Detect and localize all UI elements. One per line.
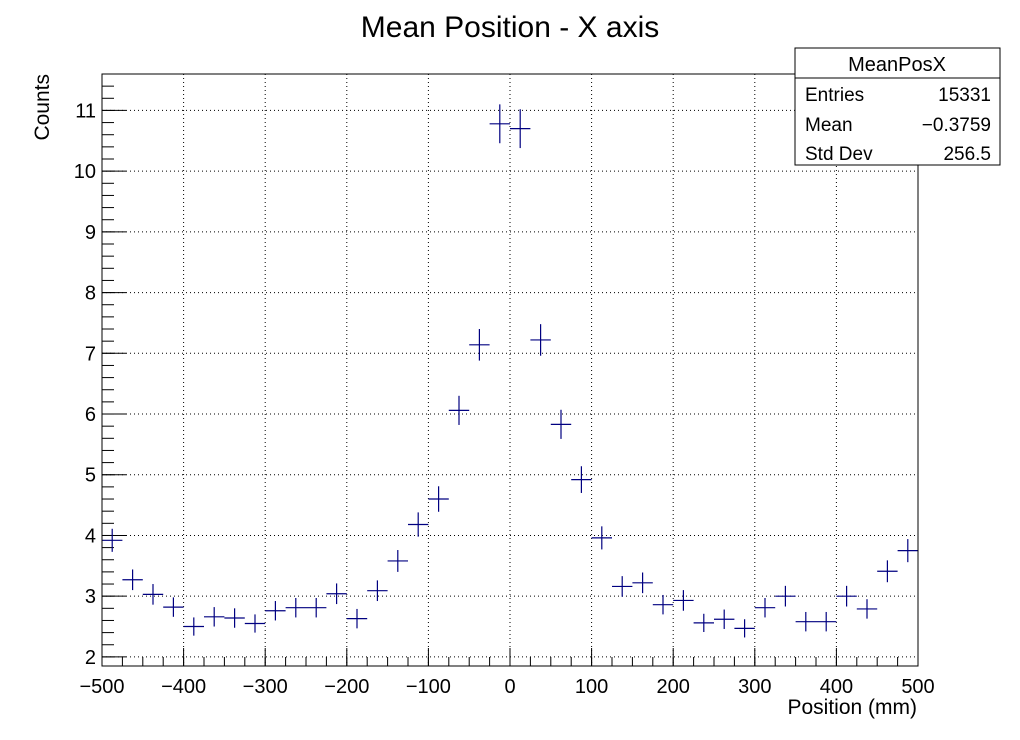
data-point — [897, 539, 918, 563]
y-tick-label: 4 — [85, 525, 96, 547]
data-point — [836, 585, 857, 607]
data-point — [367, 580, 388, 602]
data-point — [346, 608, 368, 629]
data-point — [285, 597, 306, 618]
stats-box-title: MeanPosX — [848, 54, 946, 76]
data-point — [448, 395, 470, 425]
x-tick-label: 400 — [820, 676, 853, 698]
data-point — [652, 594, 674, 615]
data-point — [428, 486, 449, 512]
data-point — [326, 583, 347, 605]
x-tick-labels: −500 −400 −300 −200 −100 0 100 200 300 400 500 — [79, 676, 934, 698]
y-tick-label: 3 — [85, 586, 96, 608]
data-point — [877, 560, 898, 583]
x-tick-label: −300 — [243, 676, 288, 698]
data-point — [183, 617, 204, 636]
data-point — [530, 324, 551, 356]
x-tick-label: 200 — [657, 676, 690, 698]
data-point — [612, 576, 633, 597]
data-points — [102, 104, 918, 638]
stats-box: MeanPosX Entries 15331 Mean −0.3759 Std … — [794, 47, 1001, 166]
data-point — [510, 109, 531, 149]
data-point — [408, 512, 429, 537]
data-point — [795, 611, 816, 632]
data-point — [142, 584, 164, 605]
stats-stddev-value: 256.5 — [943, 144, 991, 165]
data-point — [244, 614, 266, 633]
x-tick-label: 500 — [901, 676, 934, 698]
stats-mean-label: Mean — [805, 115, 853, 136]
data-point — [714, 609, 735, 629]
x-axis-label: Position (mm) — [787, 696, 917, 719]
y-tick-label: 2 — [85, 647, 96, 669]
data-point — [673, 590, 694, 611]
data-point — [265, 601, 286, 621]
x-tick-label: −200 — [324, 676, 369, 698]
data-point — [754, 597, 776, 618]
data-point — [204, 607, 225, 627]
data-point — [734, 619, 755, 638]
y-axis-label: Counts — [31, 74, 54, 141]
chart-title: Mean Position - X axis — [361, 11, 659, 44]
data-point — [489, 104, 510, 144]
plot-frame — [101, 73, 919, 667]
axis-ticks — [101, 73, 919, 666]
stats-entries-label: Entries — [805, 85, 864, 106]
y-tick-label: 9 — [85, 222, 96, 244]
data-point — [775, 585, 796, 607]
stats-mean-value: −0.3759 — [922, 115, 991, 136]
data-point — [163, 597, 184, 617]
y-tick-label: 8 — [85, 283, 96, 305]
x-tick-label: −100 — [406, 676, 451, 698]
stats-stddev-label: Std Dev — [805, 144, 873, 165]
y-tick-label: 6 — [85, 404, 96, 426]
x-tick-label: −500 — [79, 676, 124, 698]
stats-box-frame — [794, 47, 1001, 166]
data-point — [122, 569, 143, 591]
x-tick-label: −400 — [161, 676, 206, 698]
grid-lines — [102, 74, 918, 666]
x-tick-label: 300 — [738, 676, 771, 698]
data-point — [102, 528, 123, 552]
stats-entries-value: 15331 — [938, 85, 991, 106]
data-point — [632, 572, 653, 594]
data-point — [550, 409, 572, 439]
data-point — [469, 329, 490, 361]
data-point — [856, 599, 878, 619]
y-tick-label: 7 — [85, 343, 96, 365]
y-tick-labels: 2 3 4 5 6 7 8 9 10 11 — [74, 100, 96, 668]
data-point — [591, 526, 612, 550]
data-point — [387, 550, 408, 572]
data-point — [571, 466, 592, 493]
y-tick-label: 5 — [85, 465, 96, 487]
data-point — [693, 613, 714, 632]
x-tick-label: 0 — [504, 676, 515, 698]
data-point — [306, 597, 327, 618]
y-tick-label: 10 — [74, 161, 96, 183]
data-point — [816, 611, 837, 632]
data-point — [224, 608, 245, 628]
x-tick-label: 100 — [575, 676, 608, 698]
y-tick-label: 11 — [75, 100, 96, 122]
